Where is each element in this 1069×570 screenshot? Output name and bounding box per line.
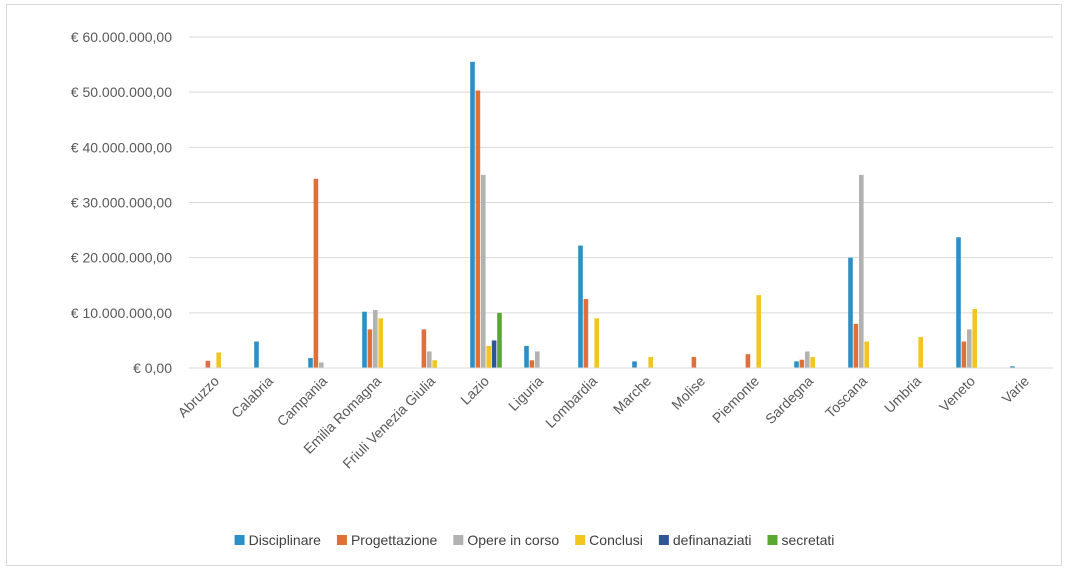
bar-opere-in-corso-liguria bbox=[535, 351, 540, 368]
bar-conclusi-sardegna bbox=[810, 356, 815, 368]
x-category-label: Toscana bbox=[822, 373, 870, 421]
legend-label: definanaziati bbox=[673, 532, 752, 548]
bar-disciplinare-calabria bbox=[254, 341, 259, 368]
x-category-label: Piemonte bbox=[709, 373, 762, 426]
legend-swatch-opere-in-corso bbox=[453, 535, 464, 545]
bar-progettazione-veneto bbox=[961, 341, 967, 368]
x-category-label: Sardegna bbox=[762, 373, 816, 427]
bar-opere-in-corso-veneto bbox=[967, 329, 972, 368]
y-tick-label: € 30.000.000,00 bbox=[71, 195, 172, 211]
legend: Disciplinare Progettazione Opere in corso C… bbox=[234, 532, 835, 548]
legend-swatch-disciplinare bbox=[234, 535, 245, 545]
x-category-label: Lazio bbox=[457, 373, 492, 408]
gridlines bbox=[189, 36, 1053, 314]
bar-disciplinare-marche bbox=[632, 361, 637, 368]
bar-conclusi-lombardia bbox=[594, 318, 599, 368]
bar-opere-in-corso-toscana bbox=[859, 174, 864, 368]
bar-conclusi-lazio bbox=[486, 345, 491, 368]
x-category-label: Marche bbox=[610, 373, 654, 417]
legend-swatch-conclusi bbox=[575, 535, 586, 545]
bar-disciplinare-veneto bbox=[956, 237, 961, 368]
y-tick-label: € 40.000.000,00 bbox=[71, 139, 172, 155]
bar-progettazione-abruzzo bbox=[205, 360, 211, 368]
bar-progettazione-sardegna bbox=[799, 359, 805, 368]
bar-progettazione-molise bbox=[691, 356, 697, 368]
bar-conclusi-marche bbox=[648, 356, 653, 368]
bar-disciplinare-sardegna bbox=[794, 361, 799, 368]
x-category-label: Friuli Venezia Giulia bbox=[339, 373, 438, 472]
bar-opere-in-corso-emilia-romagna bbox=[373, 310, 378, 368]
bar-disciplinare-lombardia bbox=[578, 245, 583, 368]
y-tick-label: € 50.000.000,00 bbox=[71, 84, 172, 100]
bar-conclusi-piemonte bbox=[756, 295, 761, 368]
x-category-label: Calabria bbox=[228, 373, 276, 421]
bar-disciplinare-emilia-romagna bbox=[362, 311, 367, 368]
legend-swatch-definanaziati bbox=[658, 535, 669, 545]
legend-label: Conclusi bbox=[589, 532, 643, 548]
bar-conclusi-emilia-romagna bbox=[378, 318, 383, 368]
bar-opere-in-corso-sardegna bbox=[805, 351, 810, 368]
bar-conclusi-umbria bbox=[918, 337, 923, 368]
bar-opere-in-corso-friuli-venezia-giulia bbox=[427, 351, 432, 368]
bar-conclusi-veneto bbox=[972, 308, 977, 368]
x-category-label: Umbria bbox=[881, 373, 924, 416]
bar-disciplinare-varie bbox=[1010, 366, 1015, 368]
x-category-label: Abruzzo bbox=[174, 373, 222, 421]
bar-opere-in-corso-campania bbox=[319, 362, 324, 368]
legend-label: Progettazione bbox=[351, 532, 438, 548]
bar-progettazione-lazio bbox=[475, 90, 481, 368]
bar-progettazione-liguria bbox=[529, 360, 535, 368]
bar-conclusi-toscana bbox=[864, 341, 869, 368]
bar-secretati-lazio bbox=[497, 312, 502, 368]
legend-swatch-progettazione bbox=[336, 535, 347, 545]
legend-label: Disciplinare bbox=[249, 532, 322, 548]
bar-disciplinare-liguria bbox=[524, 345, 529, 368]
x-category-label: Campania bbox=[274, 373, 331, 430]
y-tick-label: € 0,00 bbox=[133, 360, 172, 376]
x-category-label: Liguria bbox=[505, 373, 546, 414]
x-category-label: Molise bbox=[668, 373, 708, 413]
bar-progettazione-toscana bbox=[853, 323, 859, 368]
bar-conclusi-abruzzo bbox=[216, 352, 221, 368]
legend-label: secretati bbox=[782, 532, 835, 548]
y-tick-label: € 10.000.000,00 bbox=[71, 305, 172, 321]
bar-progettazione-friuli-venezia-giulia bbox=[421, 329, 427, 368]
bar-conclusi-friuli-venezia-giulia bbox=[432, 360, 437, 368]
bar-progettazione-emilia-romagna bbox=[367, 329, 373, 368]
y-tick-label: € 60.000.000,00 bbox=[71, 29, 172, 45]
bar-disciplinare-lazio bbox=[470, 61, 475, 368]
legend-swatch-secretati bbox=[767, 535, 778, 545]
bar-progettazione-piemonte bbox=[745, 354, 751, 368]
y-axis-tick-labels: € 0,00 € 10.000.000,00 € 20.000.000,00 € 30… bbox=[71, 29, 172, 376]
bar-disciplinare-toscana bbox=[848, 257, 853, 368]
legend-label: Opere in corso bbox=[467, 532, 559, 548]
bar-progettazione-lombardia bbox=[583, 299, 589, 368]
y-tick-label: € 20.000.000,00 bbox=[71, 250, 172, 266]
bars bbox=[205, 61, 1015, 368]
x-category-label: Lombardia bbox=[542, 373, 600, 431]
bar-progettazione-campania bbox=[313, 178, 319, 368]
x-category-label: Veneto bbox=[936, 373, 978, 415]
x-category-label: Varie bbox=[998, 373, 1032, 407]
bar-definanaziati-lazio bbox=[491, 340, 497, 368]
bar-opere-in-corso-lazio bbox=[481, 174, 486, 368]
chart-frame bbox=[6, 4, 1062, 566]
bar-disciplinare-campania bbox=[308, 358, 313, 368]
